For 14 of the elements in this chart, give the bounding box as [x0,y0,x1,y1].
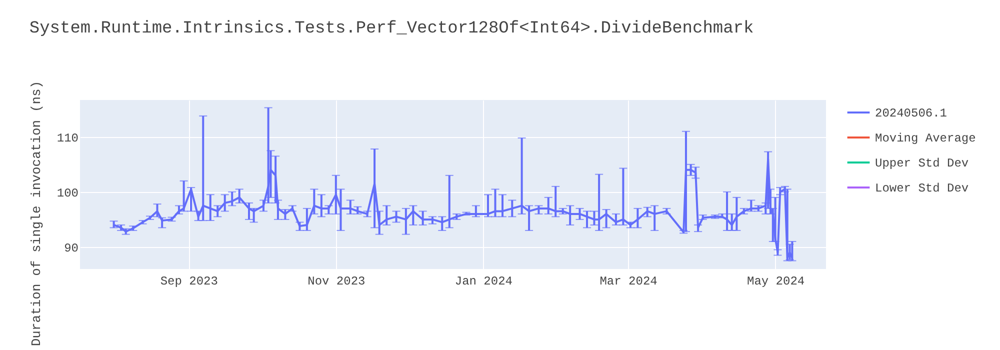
legend-label: Moving Average [875,132,976,146]
chart-title: System.Runtime.Intrinsics.Tests.Perf_Vector128Of<Int64>.DivideBenchmark [29,19,754,38]
legend-label: 20240506.1 [875,106,948,120]
y-tick-label: 90 [64,241,78,256]
x-tick-label: Sep 2023 [160,274,218,288]
y-tick-label: 110 [56,131,78,146]
x-tick-label: May 2024 [746,274,805,288]
legend-label: Upper Std Dev [875,156,969,170]
x-tick-label: Jan 2024 [454,274,512,288]
x-tick-label: Nov 2023 [308,274,366,288]
y-tick-label: 100 [56,186,78,200]
legend-label: Lower Std Dev [875,182,969,196]
y-axis-title: Duration of single invocation (ns) [28,80,44,346]
x-tick-label: Mar 2024 [600,274,658,288]
